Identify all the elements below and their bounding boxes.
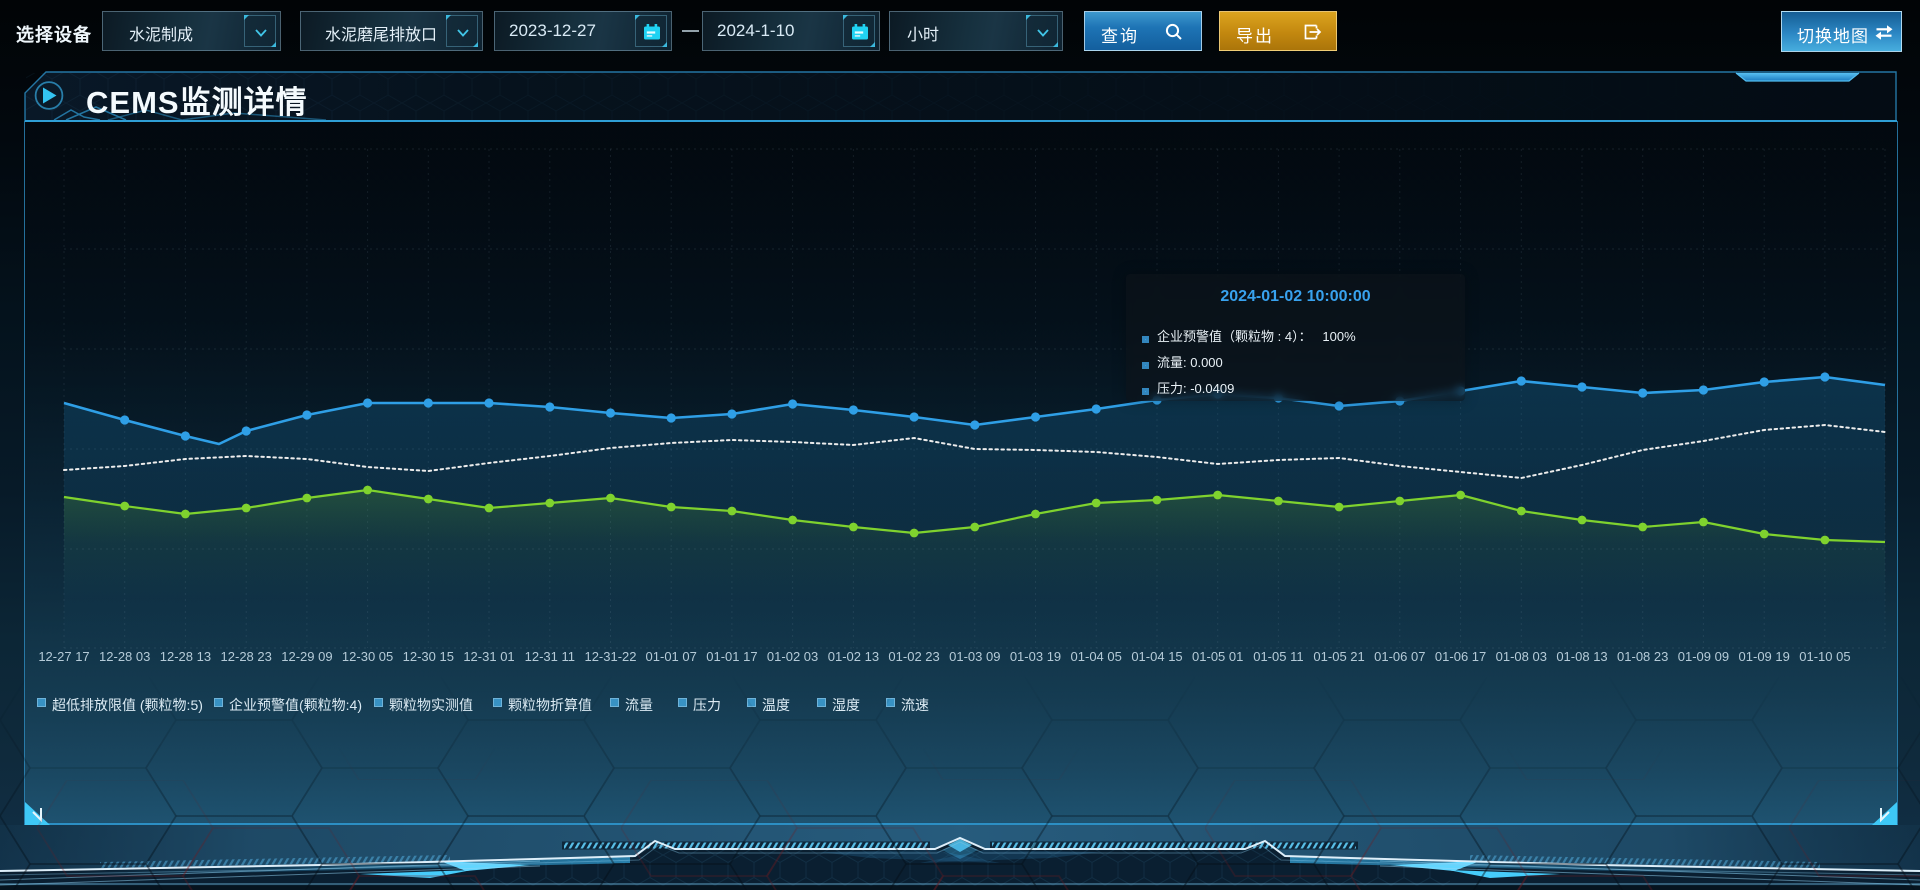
svg-text:01-05 11: 01-05 11 xyxy=(1253,649,1303,664)
svg-text:12-31 01: 12-31 01 xyxy=(463,649,514,664)
svg-text:01-02 23: 01-02 23 xyxy=(888,649,939,664)
svg-text:01-04 05: 01-04 05 xyxy=(1071,649,1122,664)
svg-text:01-08 03: 01-08 03 xyxy=(1496,649,1547,664)
svg-text:01-02 03: 01-02 03 xyxy=(767,649,818,664)
svg-text:01-06 17: 01-06 17 xyxy=(1435,649,1486,664)
svg-text:01-01 07: 01-01 07 xyxy=(646,649,697,664)
svg-text:12-28 03: 12-28 03 xyxy=(99,649,150,664)
svg-text:01-09 09: 01-09 09 xyxy=(1678,649,1729,664)
svg-text:12-27 17: 12-27 17 xyxy=(38,649,89,664)
svg-text:01-08 13: 01-08 13 xyxy=(1556,649,1607,664)
svg-text:12-31-22: 12-31-22 xyxy=(584,649,636,664)
svg-text:12-28 13: 12-28 13 xyxy=(160,649,211,664)
svg-text:01-03 19: 01-03 19 xyxy=(1010,649,1061,664)
svg-text:01-10 05: 01-10 05 xyxy=(1799,649,1850,664)
svg-text:12-28 23: 12-28 23 xyxy=(221,649,272,664)
svg-text:12-29 09: 12-29 09 xyxy=(281,649,332,664)
svg-text:12-30 15: 12-30 15 xyxy=(403,649,454,664)
svg-text:12-31 11: 12-31 11 xyxy=(525,649,575,664)
svg-text:01-08 23: 01-08 23 xyxy=(1617,649,1668,664)
svg-text:01-02 13: 01-02 13 xyxy=(828,649,879,664)
svg-text:01-01 17: 01-01 17 xyxy=(706,649,757,664)
svg-text:01-05 01: 01-05 01 xyxy=(1192,649,1243,664)
svg-text:01-09 19: 01-09 19 xyxy=(1739,649,1790,664)
svg-text:01-06 07: 01-06 07 xyxy=(1374,649,1425,664)
svg-text:01-05 21: 01-05 21 xyxy=(1313,649,1364,664)
svg-text:01-03 09: 01-03 09 xyxy=(949,649,1000,664)
svg-text:12-30 05: 12-30 05 xyxy=(342,649,393,664)
svg-text:01-04 15: 01-04 15 xyxy=(1131,649,1182,664)
